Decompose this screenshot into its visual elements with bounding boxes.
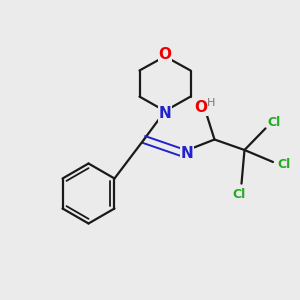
Text: O: O [194, 100, 207, 115]
Text: Cl: Cl [277, 158, 290, 172]
Text: Cl: Cl [267, 116, 280, 129]
Text: N: N [181, 146, 193, 160]
Text: O: O [158, 47, 172, 62]
Text: Cl: Cl [233, 188, 246, 202]
Text: N: N [159, 106, 171, 121]
Text: H: H [207, 98, 216, 109]
